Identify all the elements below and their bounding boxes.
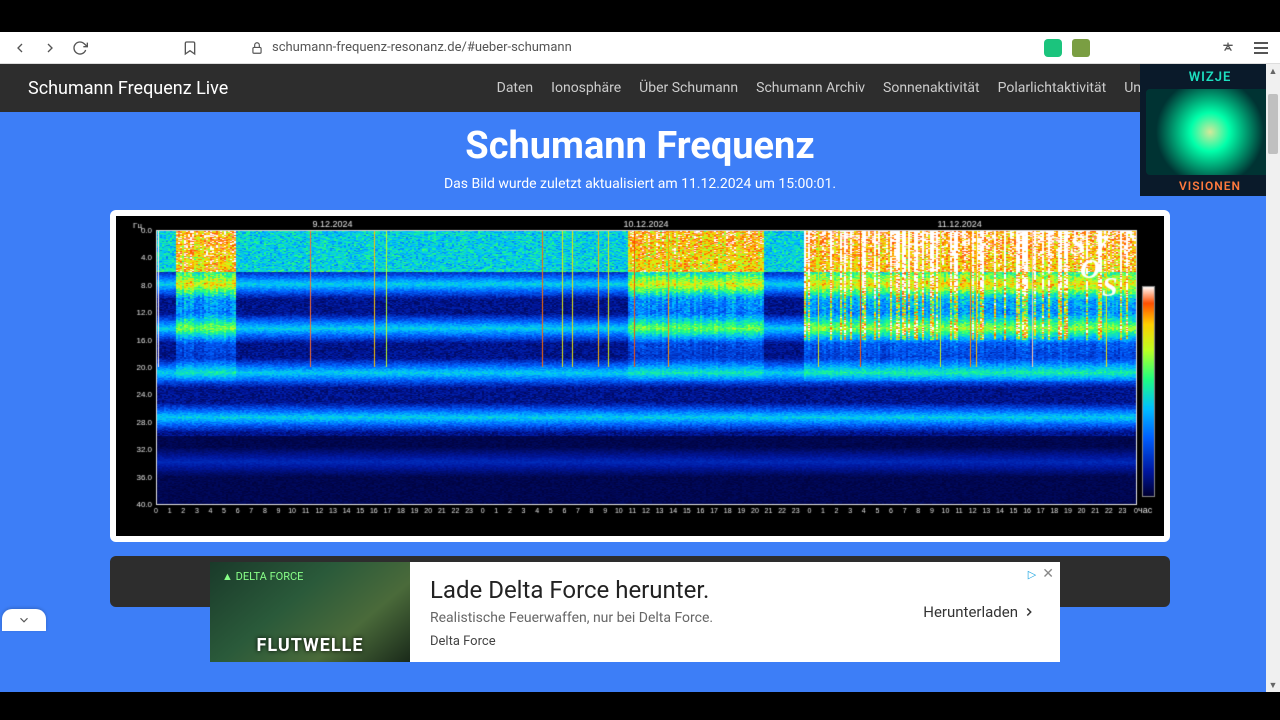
bookmark-icon[interactable] — [182, 40, 198, 56]
site-header: Schumann Frequenz Live Daten Ionosphäre … — [0, 64, 1280, 112]
lock-icon — [250, 41, 264, 55]
nav-reload-icon[interactable] — [72, 40, 88, 56]
nav-back-icon[interactable] — [12, 40, 28, 56]
overlay-top-label: WIZJE — [1146, 70, 1274, 85]
ad-headline[interactable]: Lade Delta Force herunter. — [430, 576, 903, 604]
nav-link-archiv[interactable]: Schumann Archiv — [756, 80, 865, 96]
nav-link-polarlicht[interactable]: Polarlichtaktivität — [998, 80, 1107, 96]
browser-menu-icon[interactable] — [1254, 42, 1268, 54]
nav-link-sonnenaktivitaet[interactable]: Sonnenaktivität — [883, 80, 980, 96]
browser-toolbar: schumann-frequenz-resonanz.de/#ueber-sch… — [0, 32, 1280, 64]
ad-cta-label: Herunterladen — [923, 603, 1018, 621]
page-title: Schumann Frequenz — [0, 124, 1280, 168]
page-viewport: Schumann Frequenz Live Daten Ionosphäre … — [0, 64, 1280, 692]
window-bottom-bar — [0, 692, 1280, 720]
ad-image-label: FLUTWELLE — [257, 635, 364, 662]
translate-icon[interactable] — [1220, 40, 1236, 56]
nav-link-ionosphaere[interactable]: Ionosphäre — [551, 80, 621, 96]
url-text: schumann-frequenz-resonanz.de/#ueber-sch… — [272, 40, 572, 55]
extension-shield-icon[interactable] — [1072, 39, 1090, 57]
ad-image[interactable]: ▲ DELTA FORCE FLUTWELLE — [210, 562, 410, 662]
window-top-bar — [0, 0, 1280, 32]
ad-close-icon[interactable]: ✕ — [1042, 566, 1054, 582]
nav-link-ueber-schumann[interactable]: Über Schumann — [639, 80, 738, 96]
overlay-bottom-label: VISIONEN — [1146, 179, 1274, 193]
chevron-right-icon — [1022, 605, 1036, 619]
ad-banner: ▲ DELTA FORCE FLUTWELLE Lade Delta Force… — [210, 562, 1060, 662]
adchoices-icon[interactable]: ▷ — [1028, 568, 1036, 581]
nav-link-daten[interactable]: Daten — [497, 80, 534, 96]
page-subtitle: Das Bild wurde zuletzt aktualisiert am 1… — [0, 176, 1280, 192]
scrollbar-thumb[interactable] — [1268, 94, 1278, 154]
site-nav: Daten Ionosphäre Über Schumann Schumann … — [497, 80, 1252, 96]
chevron-down-icon — [17, 613, 31, 627]
scroll-up-icon[interactable]: ▲ — [1266, 64, 1280, 78]
ad-publisher-badge: ▲ DELTA FORCE — [222, 570, 303, 583]
nav-forward-icon[interactable] — [42, 40, 58, 56]
site-title[interactable]: Schumann Frequenz Live — [28, 78, 228, 99]
stream-overlay-widget[interactable]: WIZJE VISIONEN — [1140, 64, 1280, 196]
ad-cta-button[interactable]: Herunterladen — [923, 603, 1060, 621]
ad-brand: Delta Force — [430, 634, 903, 649]
ad-subtext: Realistische Feuerwaffen, nur bei Delta … — [430, 610, 903, 626]
scroll-down-icon[interactable]: ▼ — [1266, 678, 1280, 692]
url-bar[interactable]: schumann-frequenz-resonanz.de/#ueber-sch… — [250, 40, 1030, 55]
spectrogram-frame — [110, 210, 1170, 542]
spectrogram-chart — [116, 216, 1164, 536]
vertical-scrollbar[interactable]: ▲ ▼ — [1266, 64, 1280, 692]
overlay-thumbnail — [1146, 89, 1274, 175]
ad-collapse-tab[interactable] — [2, 609, 46, 631]
extension-badge-icon[interactable] — [1044, 39, 1062, 57]
